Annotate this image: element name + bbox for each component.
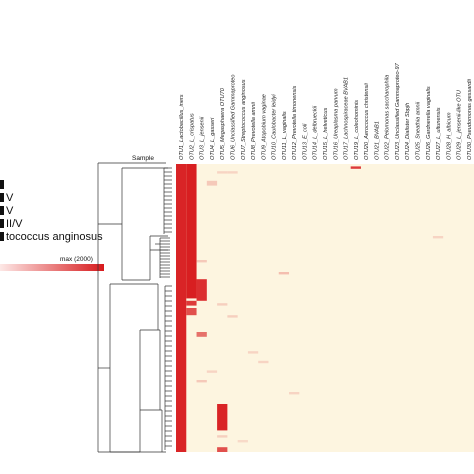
legend-label: V bbox=[6, 205, 14, 217]
column-label: OTU17_Lachnospiraceae BVAB1 bbox=[344, 77, 350, 160]
column-label: OTU11_L_vaginalis bbox=[282, 111, 288, 160]
column-label: OTU30_Pseudomonas gessardii bbox=[467, 78, 473, 160]
heatmap-cell bbox=[217, 303, 228, 306]
column-label: OTU2_L_crispatus bbox=[189, 113, 195, 160]
heatmap-cell bbox=[247, 351, 259, 354]
column-label: OTU12_Prevotella timonensis bbox=[292, 85, 298, 160]
heatmap-cell bbox=[196, 260, 207, 263]
legend-label: V bbox=[6, 192, 14, 204]
column-label: OTU22_Pelomonas saccharophila bbox=[385, 75, 391, 160]
dendrogram-label: Sample bbox=[132, 155, 154, 162]
column-label: OTU28_H_albicum bbox=[446, 112, 452, 160]
heatmap-cell bbox=[350, 166, 361, 169]
legend-label: tococcus anginosus bbox=[6, 231, 103, 243]
column-label: OTU25_Sneathia amnii bbox=[415, 101, 421, 160]
color-scale: max (2000) bbox=[0, 256, 104, 271]
heatmap-cell bbox=[196, 380, 207, 383]
heatmap-cell bbox=[289, 392, 300, 395]
heatmap-cell bbox=[196, 279, 207, 301]
heatmap-cell bbox=[217, 447, 228, 452]
heatmap-cell bbox=[217, 404, 228, 431]
column-label: OTU3_L_jensenii bbox=[200, 116, 206, 160]
column-label: OTU10_Caulobacter leidyi bbox=[272, 94, 278, 160]
heatmap-cell bbox=[186, 300, 197, 306]
column-label: OTU14_L_delbrueckii bbox=[313, 105, 319, 160]
column-label: OTU19_L_coleohominis bbox=[354, 100, 360, 160]
heatmap-cell bbox=[196, 332, 207, 337]
heatmap-cell bbox=[206, 180, 218, 186]
column-label: OTU1_Lactobacillus_iners bbox=[179, 94, 185, 160]
column-label: OTU26_Gardnerella vaginalis bbox=[426, 86, 432, 160]
heatmap-cell bbox=[186, 308, 197, 316]
legend-label: II/V bbox=[6, 218, 23, 230]
column-labels: OTU1_Lactobacillus_iners OTU2_L_crispatus… bbox=[179, 62, 473, 160]
heatmap-cell bbox=[237, 440, 248, 443]
column-label: OTU13_E_coli bbox=[302, 123, 308, 160]
color-scale-max-label: max (2000) bbox=[60, 256, 93, 263]
column-label: OTU23_Unclassified Gammaproteo-97 bbox=[395, 62, 401, 160]
legend-swatch bbox=[0, 180, 4, 189]
heatmap-cell bbox=[227, 171, 238, 174]
heatmap-cell bbox=[176, 164, 187, 452]
heatmap-cell bbox=[258, 360, 269, 364]
heatmap-cell bbox=[278, 272, 290, 275]
heatmap-cell bbox=[227, 315, 238, 318]
column-label: OTU15_L_helveticus bbox=[323, 108, 329, 160]
legend-swatch bbox=[0, 206, 4, 215]
heatmap-cells bbox=[176, 164, 474, 452]
column-label: OTU20_Aerococcus christensii bbox=[364, 82, 370, 160]
column-label: OTU6_Unclassified Gammaproteo bbox=[231, 75, 237, 161]
heatmap-cell bbox=[217, 435, 228, 438]
column-label: OTU4_L_gasseri bbox=[210, 117, 216, 160]
legend-swatch bbox=[0, 219, 4, 228]
column-label: OTU27_L_ultunensis bbox=[436, 107, 442, 160]
heatmap-cell bbox=[206, 370, 218, 373]
heatmap-cell bbox=[217, 171, 228, 174]
column-label: OTU29_L_jensenii-like OTU bbox=[457, 89, 463, 160]
legend-swatch bbox=[0, 193, 4, 202]
heatmap-cell bbox=[186, 164, 197, 299]
legend-swatch bbox=[0, 232, 4, 241]
column-label: OTU9_Atopobium vaginae bbox=[261, 94, 267, 160]
color-scale-bar bbox=[0, 264, 104, 271]
column-label: OTU7_Streptococcus anginosus bbox=[241, 79, 247, 160]
column-label: OTU8_Prevotella amnii bbox=[251, 101, 257, 160]
heatmap-cell bbox=[432, 236, 444, 239]
column-label: OTU16_Ureaplasma parvum bbox=[333, 88, 339, 160]
column-label: OTU5_Megasphaera OTU70 bbox=[220, 87, 226, 160]
column-label: OTU21_BVAB1 bbox=[374, 121, 380, 160]
sample-dendrogram: Sample bbox=[97, 155, 172, 453]
column-label: OTU24_Dialister Sbpjh bbox=[405, 103, 411, 160]
